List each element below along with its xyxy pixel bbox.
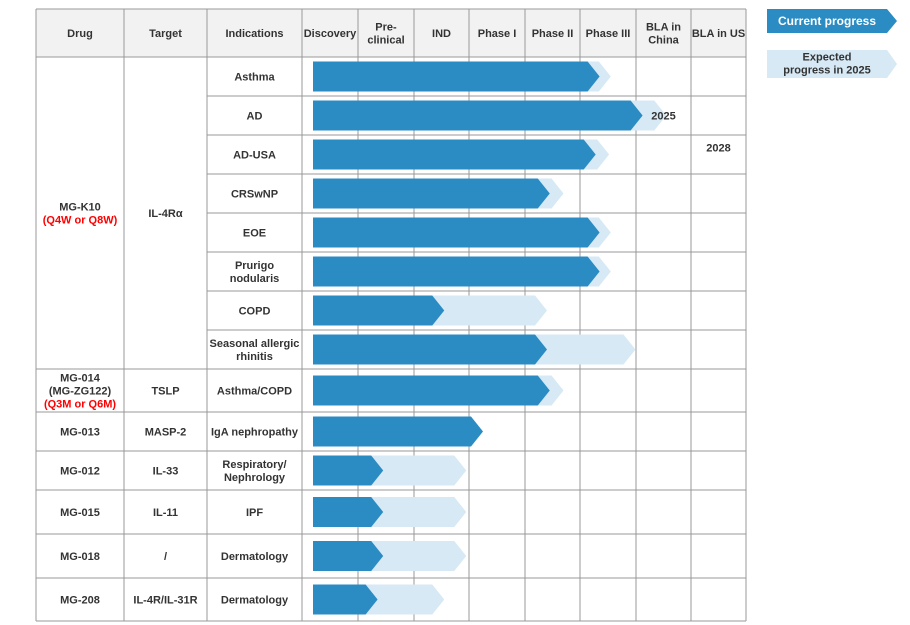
legend-current-label: Current progress: [778, 14, 876, 28]
column-header: BLA in China: [646, 22, 681, 47]
column-header: Indications: [225, 28, 283, 40]
drug-target: MASP-2: [145, 427, 187, 439]
legend-expected-swatch: [767, 50, 897, 78]
drug-name: MG-018: [60, 551, 100, 563]
drug-name: MG-014 (MG-ZG122): [49, 373, 112, 398]
drug-dosing: (Q4W or Q8W): [43, 215, 118, 227]
column-header: Discovery: [304, 28, 357, 40]
current-progress-bar: [313, 295, 445, 326]
indication-label: COPD: [239, 306, 271, 318]
column-header: BLA in US: [692, 28, 745, 40]
expected-progress-bar: [361, 584, 445, 615]
indication-label: IgA nephropathy: [211, 427, 299, 439]
drug-target: TSLP: [151, 386, 179, 398]
column-header: Target: [149, 28, 182, 40]
drug-dosing: (Q3M or Q6M): [44, 399, 116, 411]
indication-label: Dermatology: [221, 595, 289, 607]
indication-label: Respiratory/Nephrology: [222, 459, 286, 484]
expected-progress-bar: [531, 334, 636, 365]
expected-progress-bar: [367, 455, 467, 486]
expected-progress-bar: [428, 295, 547, 326]
drug-target: IL-33: [153, 466, 179, 478]
drug-target: IL-4Rα: [148, 208, 183, 220]
column-header: Phase I: [478, 28, 517, 40]
indication-label: EOE: [243, 228, 266, 240]
column-header: IND: [432, 28, 451, 40]
expected-progress-bar: [367, 497, 467, 527]
current-progress-bar: [313, 256, 600, 287]
drug-name: MG-K10: [59, 202, 101, 214]
current-progress-bar: [313, 541, 384, 571]
indication-label: Asthma/COPD: [217, 386, 292, 398]
drug-name: MG-015: [60, 507, 100, 519]
current-progress-bar: [313, 139, 596, 170]
current-progress-bar: [313, 497, 384, 527]
bar-note: 2028: [706, 143, 730, 155]
current-progress-bar: [313, 217, 600, 248]
column-header: Drug: [67, 28, 93, 40]
current-progress-bar: [313, 584, 378, 615]
current-progress-bar: [313, 375, 550, 406]
legend-expected-label: Expected progress in 2025: [783, 52, 870, 77]
column-header: Phase II: [532, 28, 574, 40]
header-background: [36, 9, 746, 57]
drug-target: /: [164, 551, 167, 563]
current-progress-bar: [313, 334, 547, 365]
indication-label: AD-USA: [233, 150, 276, 162]
indication-label: Seasonal allergic rhinitis: [210, 338, 300, 363]
indication-label: CRSwNP: [231, 189, 278, 201]
current-progress-bar: [313, 455, 384, 486]
bar-note: 2025: [651, 111, 675, 123]
current-progress-bar: [313, 61, 600, 92]
current-progress-bar: [313, 100, 643, 131]
drug-target: IL-4R/IL-31R: [133, 595, 197, 607]
indication-label: Prurigo nodularis: [230, 260, 280, 285]
drug-target: IL-11: [153, 507, 178, 519]
drug-name: MG-012: [60, 466, 100, 478]
indication-label: AD: [247, 111, 263, 123]
indication-label: Dermatology: [221, 551, 289, 563]
current-progress-bar: [313, 416, 483, 447]
drug-name: MG-208: [60, 595, 100, 607]
indication-label: Asthma: [234, 72, 275, 84]
indication-label: IPF: [246, 507, 263, 519]
column-header: Pre-clinical: [367, 22, 404, 47]
legend-current-swatch: [767, 9, 897, 33]
expected-progress-bar: [367, 541, 467, 571]
current-progress-bar: [313, 178, 550, 209]
drug-name: MG-013: [60, 427, 100, 439]
column-header: Phase III: [586, 28, 631, 40]
